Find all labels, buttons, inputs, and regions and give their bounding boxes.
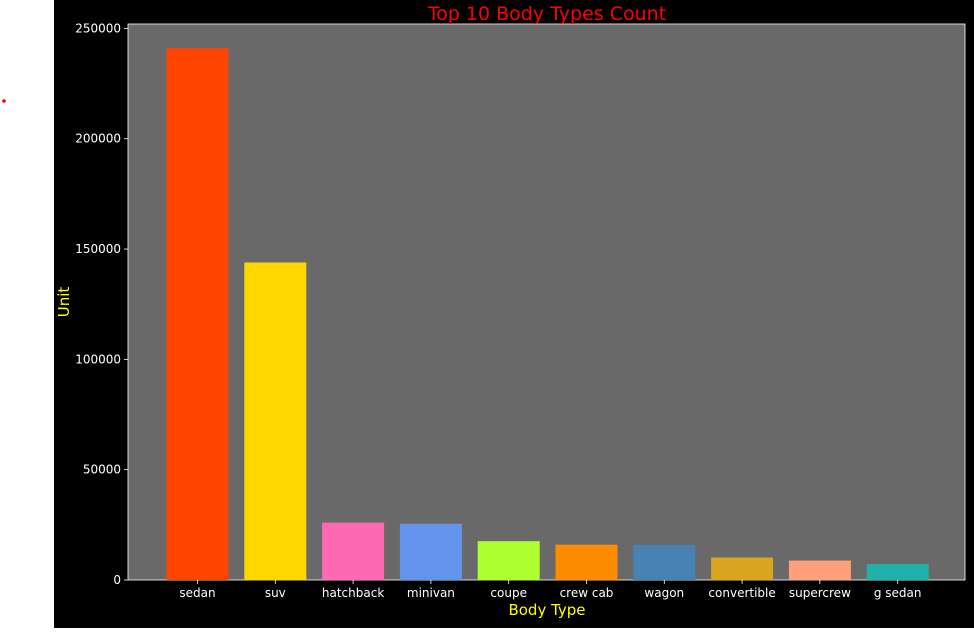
- bar-g-sedan: [866, 564, 929, 580]
- x-tick-label: sedan: [179, 586, 215, 600]
- bar-supercrew: [788, 560, 851, 580]
- x-tick-label: hatchback: [322, 586, 384, 600]
- bar-coupe: [477, 541, 540, 580]
- y-tick-label: 250000: [75, 21, 121, 35]
- bar-minivan: [399, 523, 462, 580]
- y-axis-label: Unit: [55, 287, 73, 318]
- bar-convertible: [711, 557, 774, 580]
- bar-crew-cab: [555, 544, 618, 580]
- y-tick-label: 0: [113, 573, 121, 587]
- x-tick-label: g sedan: [874, 586, 922, 600]
- y-tick-label: 150000: [75, 242, 121, 256]
- y-tick-label: 100000: [75, 352, 121, 366]
- x-tick-label: crew cab: [560, 586, 614, 600]
- x-tick-label: minivan: [407, 586, 455, 600]
- x-tick-label: suv: [265, 586, 286, 600]
- y-tick-label: 200000: [75, 132, 121, 146]
- bar-hatchback: [322, 522, 385, 580]
- x-tick-label: convertible: [708, 586, 775, 600]
- x-axis-ticks: sedan suv hatchback minivan coupe crew cab wag…: [179, 580, 922, 600]
- x-tick-label: supercrew: [789, 586, 851, 600]
- chart-title: Top 10 Body Types Count: [427, 3, 666, 25]
- bar-suv: [244, 262, 307, 580]
- x-tick-label: wagon: [644, 586, 684, 600]
- y-axis-ticks: 0 50000 100000 150000 200000 250000: [75, 21, 128, 587]
- x-axis-label: Body Type: [508, 601, 585, 619]
- x-tick-label: coupe: [490, 586, 527, 600]
- y-tick-label: 50000: [83, 463, 121, 477]
- bar-sedan: [166, 48, 229, 581]
- stray-dot: [2, 99, 6, 103]
- bars-group: [166, 48, 929, 581]
- bar-wagon: [633, 544, 696, 580]
